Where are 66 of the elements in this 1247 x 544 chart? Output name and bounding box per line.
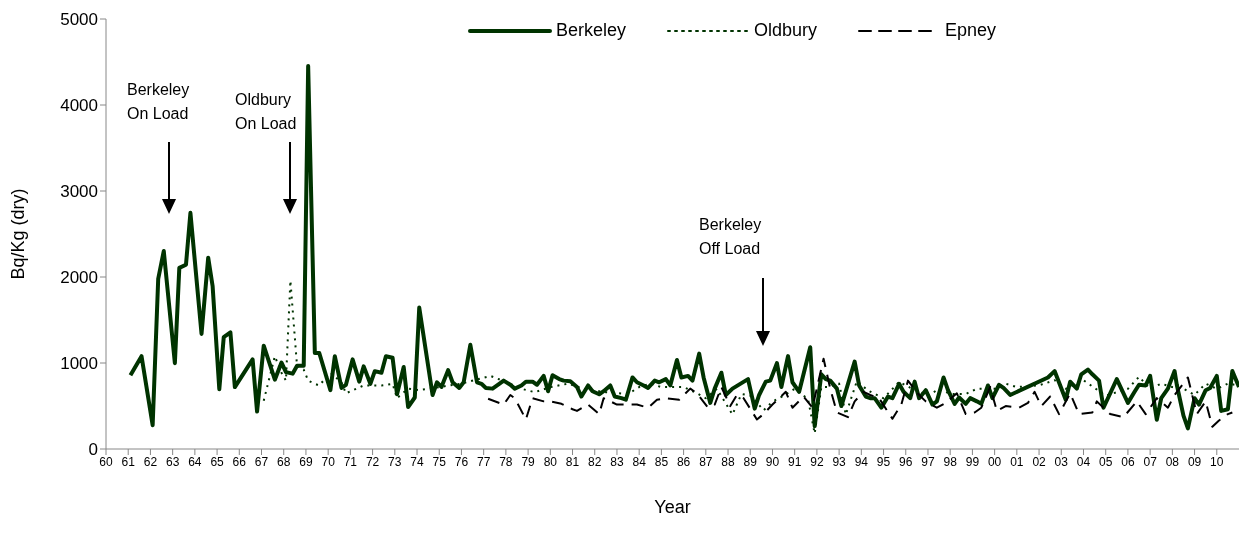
x-tick-label: 08	[1165, 454, 1180, 469]
x-tick-label: 65	[210, 454, 225, 469]
x-tick-label: 80	[543, 454, 558, 469]
x-tick-label: 63	[165, 454, 180, 469]
x-tick-label: 60	[99, 454, 113, 469]
x-tick-label: 67	[254, 454, 269, 469]
x-tick-label: 68	[277, 454, 291, 469]
annotation: Berkeley Off Load	[699, 216, 762, 257]
legend-label: Oldbury	[754, 20, 818, 41]
y-tick-label: 0	[88, 440, 98, 460]
x-tick-label: 92	[810, 454, 824, 469]
x-tick-label: 99	[965, 454, 980, 469]
x-tick-label: 87	[699, 454, 713, 469]
x-tick-label: 84	[632, 454, 647, 469]
x-tick-label: 88	[721, 454, 736, 469]
x-tick-label: 83	[610, 454, 624, 469]
x-tick-label: 96	[899, 454, 913, 469]
x-tick-label: 89	[743, 454, 758, 469]
x-tick-label: 86	[676, 454, 691, 469]
annotation: Oldbury On Load	[235, 91, 297, 132]
x-tick-label: 03	[1054, 454, 1069, 469]
y-tick-label: 3000	[60, 182, 98, 202]
annotation: Berkeley On Load	[127, 81, 190, 122]
x-tick-label: 98	[943, 454, 958, 469]
x-tick-label: 72	[365, 454, 380, 469]
x-tick-label: 71	[343, 454, 358, 469]
x-tick-label: 05	[1099, 454, 1113, 469]
y-tick-label: 5000	[60, 10, 98, 30]
x-tick-label: 91	[788, 454, 802, 469]
y-tick-label: 4000	[60, 96, 98, 116]
x-tick-label: 04	[1076, 454, 1091, 469]
x-tick-label: 07	[1143, 454, 1158, 469]
legend-label: Epney	[945, 20, 997, 41]
x-tick-label: 01	[1010, 454, 1024, 469]
x-tick-label: 93	[832, 454, 847, 469]
x-tick-label: 76	[454, 454, 469, 469]
x-tick-label: 74	[410, 454, 425, 469]
x-tick-label: 70	[321, 454, 336, 469]
x-tick-label: 69	[299, 454, 313, 469]
x-tick-label: 81	[565, 454, 580, 469]
x-tick-label: 79	[521, 454, 536, 469]
y-tick-label: 1000	[60, 354, 98, 374]
x-tick-label: 75	[432, 454, 447, 469]
y-tick-label: 2000	[60, 268, 98, 288]
x-tick-label: 94	[854, 454, 869, 469]
x-tick-label: 64	[188, 454, 202, 469]
x-tick-label: 62	[143, 454, 158, 469]
x-tick-label: 82	[588, 454, 602, 469]
x-tick-label: 09	[1187, 454, 1202, 469]
x-tick-label: 00	[987, 454, 1002, 469]
x-tick-label: 78	[499, 454, 513, 469]
x-tick-label: 06	[1121, 454, 1135, 469]
y-axis-title: Bq/Kg (dry)	[8, 188, 29, 280]
x-tick-label: 77	[476, 454, 491, 469]
x-tick-label: 90	[765, 454, 780, 469]
line-series	[487, 357, 1234, 428]
x-tick-label: 10	[1210, 454, 1224, 469]
x-axis-title: Year	[654, 497, 691, 517]
x-tick-label: 95	[876, 454, 891, 469]
x-tick-label: 66	[232, 454, 247, 469]
legend-label: Berkeley	[556, 20, 627, 41]
x-tick-label: 02	[1032, 454, 1047, 469]
x-tick-label: 97	[921, 454, 935, 469]
x-tick-label: 73	[388, 454, 402, 469]
x-tick-label: 85	[654, 454, 669, 469]
x-tick-label: 61	[121, 454, 136, 469]
